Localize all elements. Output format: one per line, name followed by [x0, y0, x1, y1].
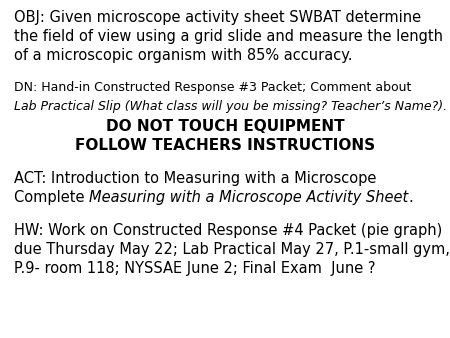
Text: ACT: Introduction to Measuring with a Microscope: ACT: Introduction to Measuring with a Mi… [14, 171, 376, 186]
Text: Lab Practical Slip (What class will you be missing? Teacher’s Name?).: Lab Practical Slip (What class will you … [14, 100, 447, 113]
Text: FOLLOW TEACHERS INSTRUCTIONS: FOLLOW TEACHERS INSTRUCTIONS [75, 138, 375, 153]
Text: DN: Hand-in Constructed Response #3 Packet; Comment about: DN: Hand-in Constructed Response #3 Pack… [14, 81, 411, 94]
Text: the field of view using a grid slide and measure the length: the field of view using a grid slide and… [14, 29, 443, 44]
Text: Complete: Complete [14, 190, 89, 205]
Text: of a microscopic organism with 85% accuracy.: of a microscopic organism with 85% accur… [14, 48, 352, 63]
Text: DO NOT TOUCH EQUIPMENT: DO NOT TOUCH EQUIPMENT [106, 119, 344, 134]
Text: .: . [409, 190, 413, 205]
Text: Measuring with a Microscope Activity Sheet: Measuring with a Microscope Activity She… [89, 190, 409, 205]
Text: due Thursday May 22; Lab Practical May 27, P.1-small gym,: due Thursday May 22; Lab Practical May 2… [14, 242, 450, 257]
Text: HW: Work on Constructed Response #4 Packet (pie graph): HW: Work on Constructed Response #4 Pack… [14, 223, 442, 238]
Text: OBJ: Given microscope activity sheet SWBAT determine: OBJ: Given microscope activity sheet SWB… [14, 10, 421, 25]
Text: P.9- room 118; NYSSAE June 2; Final Exam  June ?: P.9- room 118; NYSSAE June 2; Final Exam… [14, 261, 375, 276]
